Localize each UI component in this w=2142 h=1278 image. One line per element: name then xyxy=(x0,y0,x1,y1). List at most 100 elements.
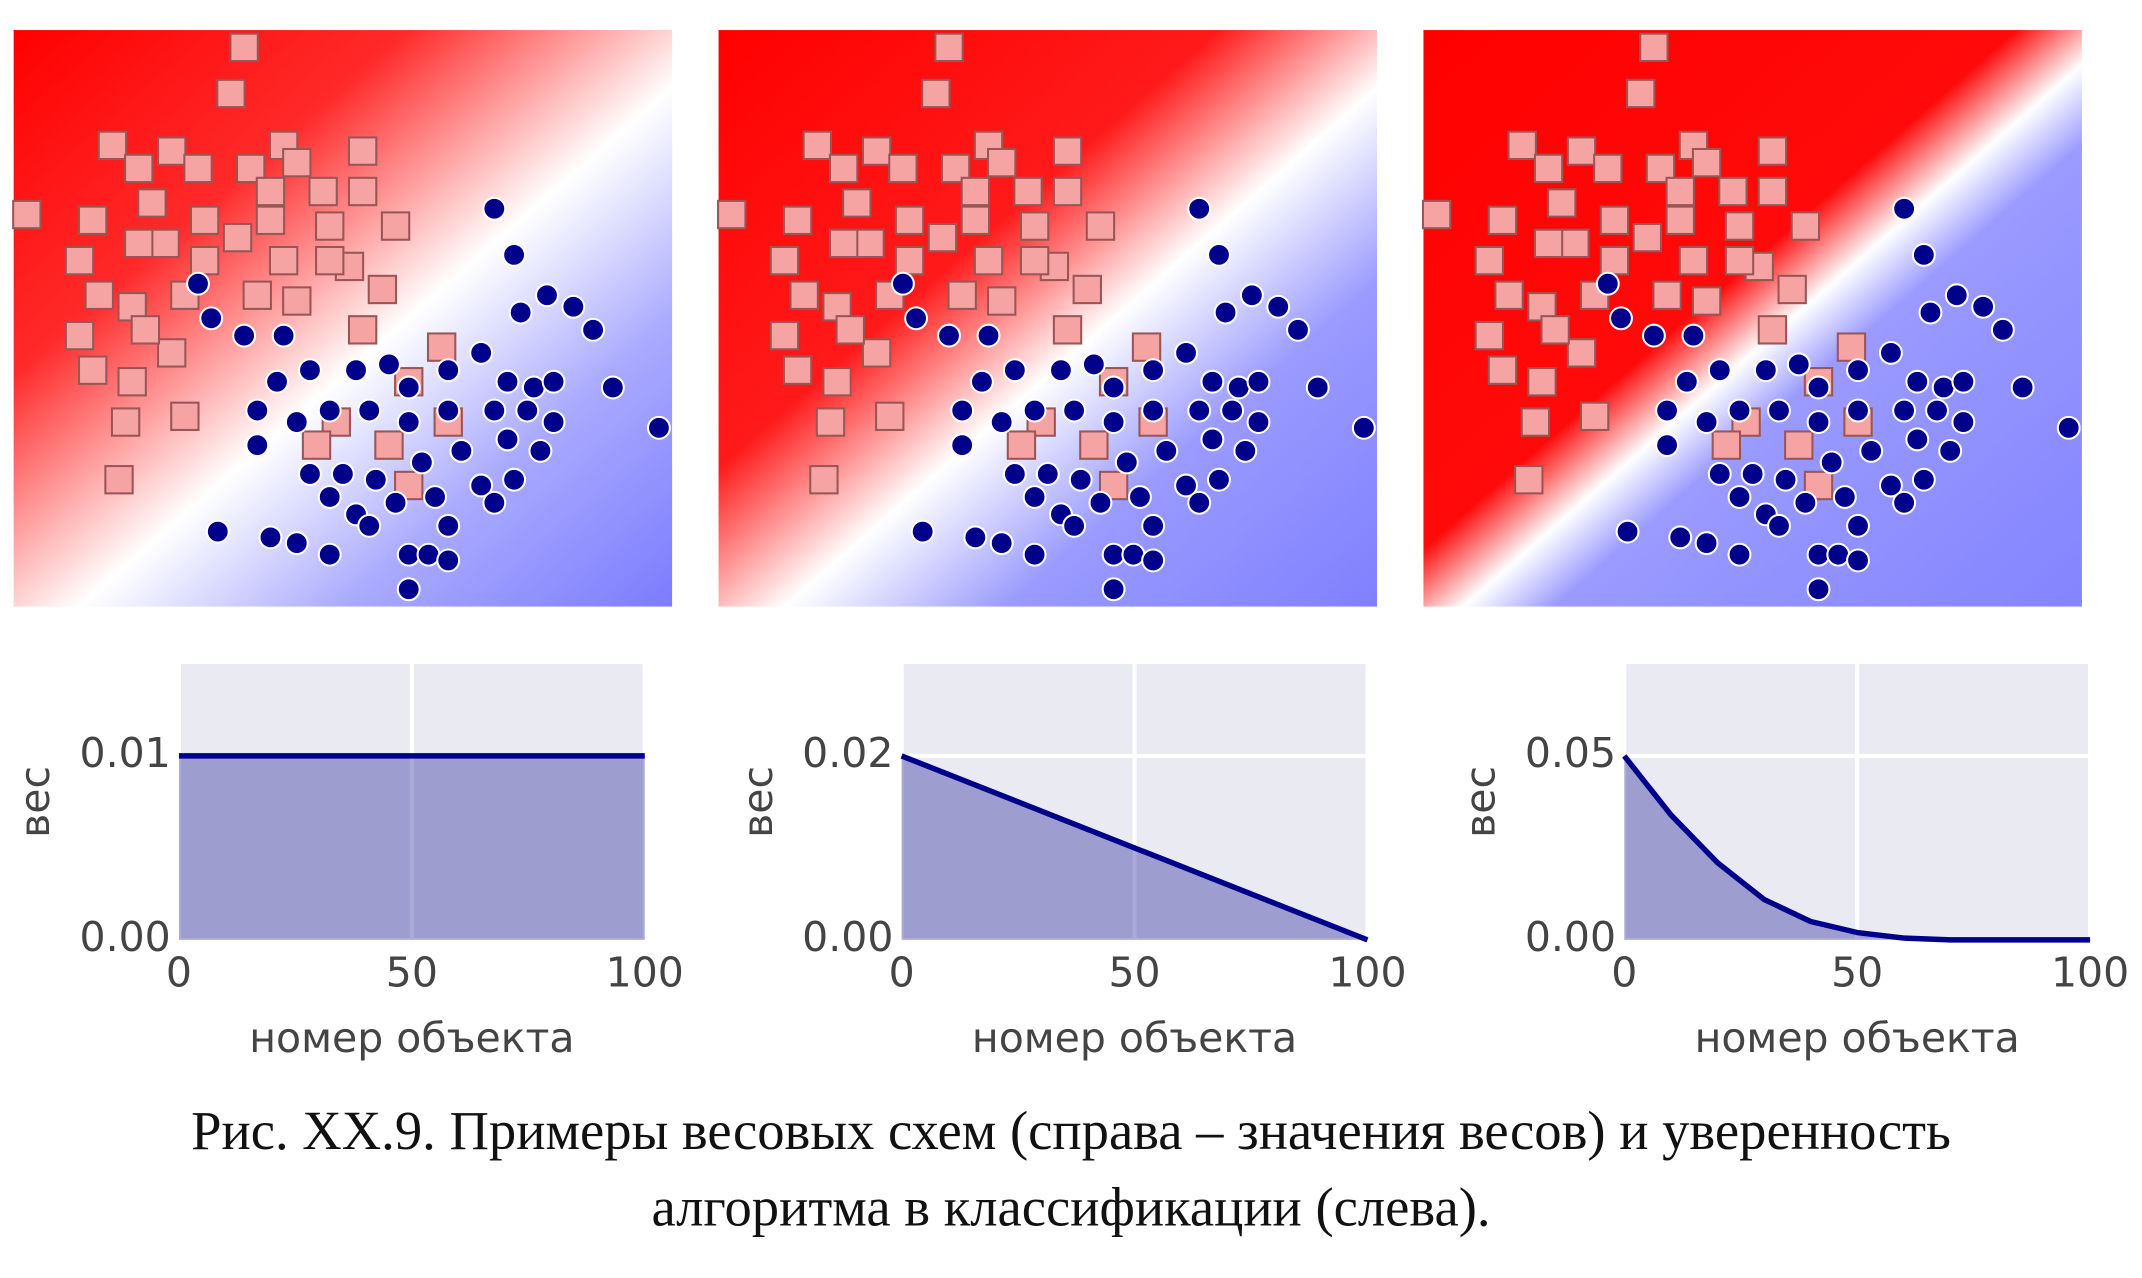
circle-point xyxy=(2056,415,2081,440)
circle-point xyxy=(969,369,994,394)
circle-point xyxy=(581,317,606,342)
square-point xyxy=(189,245,220,276)
square-point xyxy=(782,205,813,235)
circle-point xyxy=(436,513,461,538)
x-tick-label: 50 xyxy=(1108,948,1160,996)
circle-point xyxy=(1609,306,1633,331)
square-point xyxy=(1678,245,1709,276)
circle-point xyxy=(521,375,546,400)
circle-point xyxy=(1846,548,1870,573)
circle-point xyxy=(284,531,309,556)
circle-point xyxy=(1846,358,1870,383)
caption-line: алгоритма в классификации (слева). xyxy=(651,1177,1490,1238)
square-point xyxy=(104,465,134,495)
square-point xyxy=(782,355,813,385)
circle-point xyxy=(1088,490,1113,515)
circle-point xyxy=(1101,375,1126,400)
circle-point xyxy=(950,398,975,423)
x-tick-label: 100 xyxy=(2051,948,2129,996)
circle-point xyxy=(1101,410,1126,435)
circle-point xyxy=(409,450,434,475)
circle-point xyxy=(258,525,283,550)
square-point xyxy=(1533,153,1564,184)
circle-point xyxy=(1246,410,1271,435)
circle-point xyxy=(2010,375,2035,400)
square-point xyxy=(947,280,977,310)
circle-point xyxy=(232,323,257,348)
circle-point xyxy=(1141,513,1166,538)
circle-point xyxy=(1878,340,1903,365)
square-point xyxy=(1006,430,1037,460)
circle-point xyxy=(1154,438,1179,463)
square-point xyxy=(157,136,187,166)
square-point xyxy=(822,367,852,397)
square-point xyxy=(64,320,95,351)
square-point xyxy=(855,228,885,259)
circle-point xyxy=(1674,369,1699,394)
circle-point xyxy=(1905,369,1930,394)
circle-point xyxy=(1767,513,1791,538)
square-point xyxy=(315,245,345,276)
circle-point xyxy=(1990,317,2015,342)
circle-point xyxy=(1062,398,1087,423)
square-point xyxy=(1579,401,1610,431)
square-point xyxy=(380,211,411,241)
circle-point xyxy=(1246,369,1271,394)
square-point xyxy=(117,367,147,397)
circle-point xyxy=(1694,410,1719,435)
circle-point xyxy=(1187,398,1212,423)
square-point xyxy=(1724,211,1755,241)
circle-point xyxy=(541,410,566,435)
circle-point xyxy=(1022,398,1047,423)
square-point xyxy=(769,320,800,351)
square-point xyxy=(1632,222,1663,253)
circle-point xyxy=(330,462,355,486)
circle-point xyxy=(1081,352,1106,377)
square-point xyxy=(842,188,872,218)
line xyxy=(1622,754,2091,943)
circle-point xyxy=(1846,513,1870,538)
square-point xyxy=(97,130,128,161)
circle-point xyxy=(1846,398,1870,423)
square-point xyxy=(875,401,905,431)
square-point xyxy=(1711,430,1742,460)
circle-point xyxy=(1786,352,1811,377)
circle-point xyxy=(1971,294,1996,319)
circle-point xyxy=(1141,358,1166,383)
square-point xyxy=(861,136,892,166)
circle-point xyxy=(317,398,342,423)
y-axis-label: вес xyxy=(734,766,782,838)
y-axis-label: вес xyxy=(1457,766,1505,838)
circle-point xyxy=(1740,462,1765,486)
circle-point xyxy=(535,283,559,308)
circle-point xyxy=(1022,485,1047,509)
circle-point xyxy=(515,398,540,423)
circle-point xyxy=(1773,467,1798,492)
square-point xyxy=(1474,245,1504,276)
square-point xyxy=(1487,355,1518,385)
circle-point xyxy=(561,294,586,319)
circle-point xyxy=(363,467,388,492)
square-point xyxy=(1665,205,1695,235)
y-tick-label: 0.02 xyxy=(802,729,893,777)
square-point xyxy=(1691,147,1722,178)
circle-point xyxy=(1207,467,1231,492)
circle-point xyxy=(1707,462,1732,486)
circle-point xyxy=(989,410,1014,435)
square-point xyxy=(1665,176,1695,207)
circle-point xyxy=(1727,542,1752,567)
circle-point xyxy=(298,358,322,383)
circle-point xyxy=(482,490,507,515)
square-point xyxy=(1566,136,1597,166)
y-tick-label: 0.00 xyxy=(80,913,171,961)
circle-point xyxy=(508,300,533,325)
circle-point xyxy=(1944,283,1969,308)
circle-point xyxy=(1305,375,1330,400)
circle-point xyxy=(1220,398,1245,423)
square-point xyxy=(835,315,865,345)
square-point xyxy=(1626,78,1656,109)
circle-point xyxy=(528,438,553,463)
circle-point xyxy=(436,398,461,423)
circle-point xyxy=(1925,398,1949,423)
circle-point xyxy=(1174,473,1199,498)
